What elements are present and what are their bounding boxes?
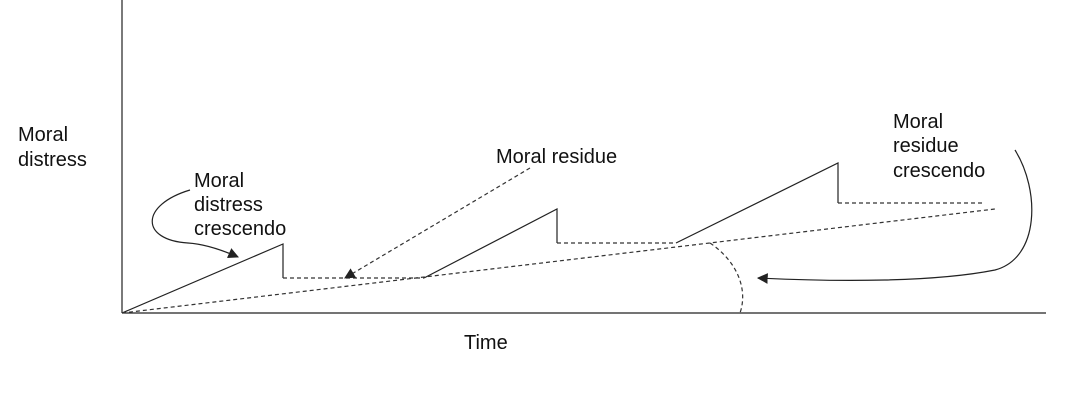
distress-crescendo-label: Moral distress crescendo [194, 170, 286, 240]
residue-crescendo-line-3: crescendo [893, 160, 985, 182]
y-axis-label-line-1: Moral [18, 124, 68, 146]
distress-crescendo-line-1: Moral [194, 170, 244, 192]
distress-cycle-2 [423, 208, 558, 279]
crescendo-angle-arc [709, 242, 744, 314]
distress-crescendo-arrow [151, 189, 239, 259]
y-axis-label: Moral distress [18, 124, 87, 171]
distress-cycle-3 [675, 162, 839, 244]
x-axis-label: Time [464, 332, 508, 354]
residue-crescendo-label: Moral residue crescendo [893, 111, 985, 182]
y-axis-label-line-2: distress [18, 149, 87, 171]
moral-residue-arrow [344, 167, 531, 279]
distress-cycle-1 [121, 243, 284, 314]
distress-crescendo-line-2: distress [194, 194, 263, 216]
residue-crescendo-line-1: Moral [893, 111, 943, 133]
residue-crescendo-line-2: residue [893, 135, 959, 157]
distress-crescendo-line-3: crescendo [194, 218, 286, 240]
moral-residue-label: Moral residue [496, 146, 617, 168]
residue-crescendo-arrow [756, 149, 1033, 284]
